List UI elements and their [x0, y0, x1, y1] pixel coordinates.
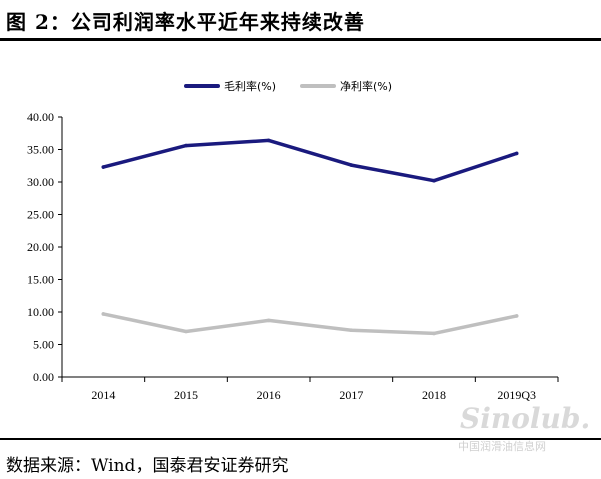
data-point: [432, 178, 436, 183]
y-tick-label: 40.00: [27, 110, 54, 124]
y-tick-label: 30.00: [27, 175, 54, 189]
legend-label: 毛利率(%): [224, 79, 276, 93]
source-note: 数据来源：Wind，国泰君安证券研究: [6, 456, 289, 476]
series-line-1: [101, 312, 519, 336]
data-point: [266, 138, 271, 143]
y-tick-label: 15.00: [27, 273, 54, 287]
title-divider: [0, 38, 601, 41]
x-tick-label: 2017: [339, 388, 363, 402]
y-tick-label: 0.00: [33, 370, 54, 384]
x-tick-label: 2019Q3: [497, 388, 536, 402]
legend-label: 净利率(%): [340, 79, 392, 93]
y-tick-label: 35.00: [27, 143, 54, 157]
data-point: [514, 151, 519, 156]
x-tick-label: 2015: [174, 388, 198, 402]
data-point: [184, 143, 188, 148]
data-point: [266, 318, 271, 323]
chart-series: [101, 138, 519, 336]
y-tick-label: 5.00: [33, 338, 54, 352]
series-line-0: [101, 138, 519, 183]
y-tick-label: 25.00: [27, 208, 54, 222]
data-point: [101, 312, 106, 316]
data-point: [101, 165, 106, 169]
data-point: [349, 328, 354, 333]
data-point: [514, 314, 519, 318]
chart-axes: 0.00 5.00 10.00 15.00 20.00 25.00 30.00 35.00 40…: [27, 110, 559, 402]
chart-legend: 毛利率(%) 净利率(%): [184, 79, 392, 93]
watermark-brand: Sinolub.com: [460, 402, 590, 435]
x-tick-label: 2016: [257, 388, 281, 402]
watermark-logo: Sinolub.com 中国润滑油信息网: [458, 402, 590, 453]
y-tick-label: 10.00: [27, 305, 54, 319]
x-tick-label: 2018: [422, 388, 446, 402]
x-tick-label: 2014: [91, 388, 115, 402]
data-point: [349, 163, 354, 167]
watermark-text: 中国润滑油信息网: [458, 439, 546, 453]
y-tick-label: 20.00: [27, 240, 54, 254]
page-title: 图 2：公司利润率水平近年来持续改善: [6, 10, 365, 34]
data-point: [184, 329, 188, 334]
data-point: [432, 331, 436, 336]
footer-divider: [0, 438, 601, 440]
